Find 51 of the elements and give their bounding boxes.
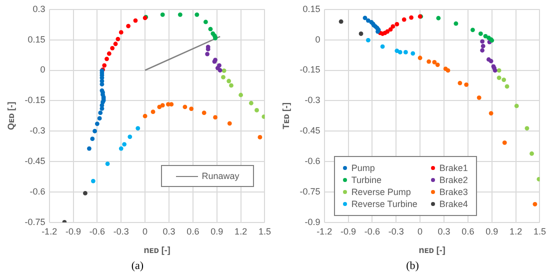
legend-label: Brake3 [439,187,468,198]
x-tick-label: 0 [418,226,423,236]
x-tick-label: 0.3 [162,226,176,236]
y-tick-label: -0.15 [24,95,46,106]
x-tick-label: -1.2 [316,226,332,236]
x-tick-label: 0.6 [186,226,200,236]
x-tick-label: 1.2 [234,226,248,236]
x-tick-label: -0.9 [65,226,82,236]
x-tick-label: -1.2 [42,226,58,236]
x-tick-label: 1.2 [510,226,522,236]
y-tick-label: 0 [40,64,46,75]
x-tick-label: 0 [142,226,148,236]
y-tick-label: -0.75 [24,216,46,227]
text: (b) [405,260,420,272]
y-tick-label: 0.15 [302,4,320,14]
y-tick-label: 0.15 [28,34,46,44]
y-tick-label: 0.3 [32,4,46,14]
y-axis-title: Qᴇᴅ [-] [6,102,16,130]
legend-label: Brake4 [439,199,468,210]
legend-label: Reverse Turbine [351,199,418,210]
legend-label: Brake2 [439,175,468,186]
legend-label: Pump [351,163,375,174]
x-tick-label: 0.6 [462,226,474,236]
x-tick-label: 0.3 [438,226,450,236]
y-tick-label: -0.45 [24,156,46,166]
x-tick-label: -0.9 [340,226,356,236]
x-axis-title: nᴇᴅ [-] [144,245,170,256]
text: (a) [130,260,145,272]
x-tick-label: -0.3 [388,226,404,236]
x-tick-label: 0.9 [486,226,498,236]
legend-label: Turbine [351,175,382,186]
y-tick-label: -0.45 [300,126,320,136]
x-tick-label: -0.3 [113,226,129,236]
y-tick-label: -0.3 [30,126,46,136]
x-axis-title: nᴇᴅ [-] [418,245,446,256]
x-tick-label: 1.5 [258,226,271,236]
x-tick-label: 0.9 [210,226,224,236]
legend-label: Reverse Pump [351,187,411,198]
legend-label: Brake1 [439,163,468,174]
y-tick-label: -0.9 [304,216,320,227]
y-tick-label: -0.75 [300,186,320,196]
legend-label: Runaway [202,171,240,182]
x-tick-label: -0.6 [89,226,105,236]
x-tick-label: -0.6 [364,226,380,236]
y-tick-label: -0.3 [304,95,320,106]
y-tick-label: -0.6 [30,186,46,196]
y-tick-label: -0.15 [300,64,320,75]
x-tick-label: 1.5 [533,226,546,236]
y-tick-label: -0.6 [304,156,320,166]
y-tick-label: 0 [315,34,320,44]
y-axis-title: Tᴇᴅ [-] [280,102,291,130]
